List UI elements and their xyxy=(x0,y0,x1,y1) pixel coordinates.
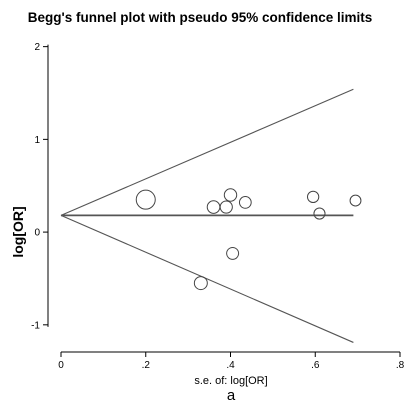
x-tick-label: .6 xyxy=(311,360,320,371)
lower-confidence-limit-line xyxy=(60,214,354,343)
x-tick-label: 0 xyxy=(58,360,64,371)
data-point-1 xyxy=(135,189,156,210)
upper-confidence-limit-line xyxy=(60,88,354,216)
x-tick-label: .4 xyxy=(226,360,235,371)
y-tick-label: 2 xyxy=(34,42,40,53)
data-point-8 xyxy=(306,190,320,204)
data-point-6 xyxy=(226,246,240,260)
data-point-5 xyxy=(223,188,238,202)
data-point-10 xyxy=(349,194,362,207)
data-point-4 xyxy=(219,200,233,214)
y-axis-label: log[OR] xyxy=(10,206,26,257)
y-tick-label: -1 xyxy=(31,320,40,331)
panel-label: a xyxy=(227,387,236,404)
x-tick-label: .8 xyxy=(396,360,405,371)
x-axis-label: s.e. of: log[OR] xyxy=(194,375,267,387)
y-tick-label: 1 xyxy=(34,135,40,146)
plot-area xyxy=(60,88,362,343)
data-point-3 xyxy=(206,200,221,214)
y-tick-label: 0 xyxy=(34,228,40,239)
chart-title: Begg's funnel plot with pseudo 95% confi… xyxy=(28,10,373,25)
axes: -1 0 1 2 0 .2 .4 .6 .8 xyxy=(31,42,405,371)
x-tick-label: .2 xyxy=(142,360,151,371)
data-point-7 xyxy=(238,196,252,209)
data-point-9 xyxy=(313,207,326,220)
data-point-2 xyxy=(193,276,208,291)
